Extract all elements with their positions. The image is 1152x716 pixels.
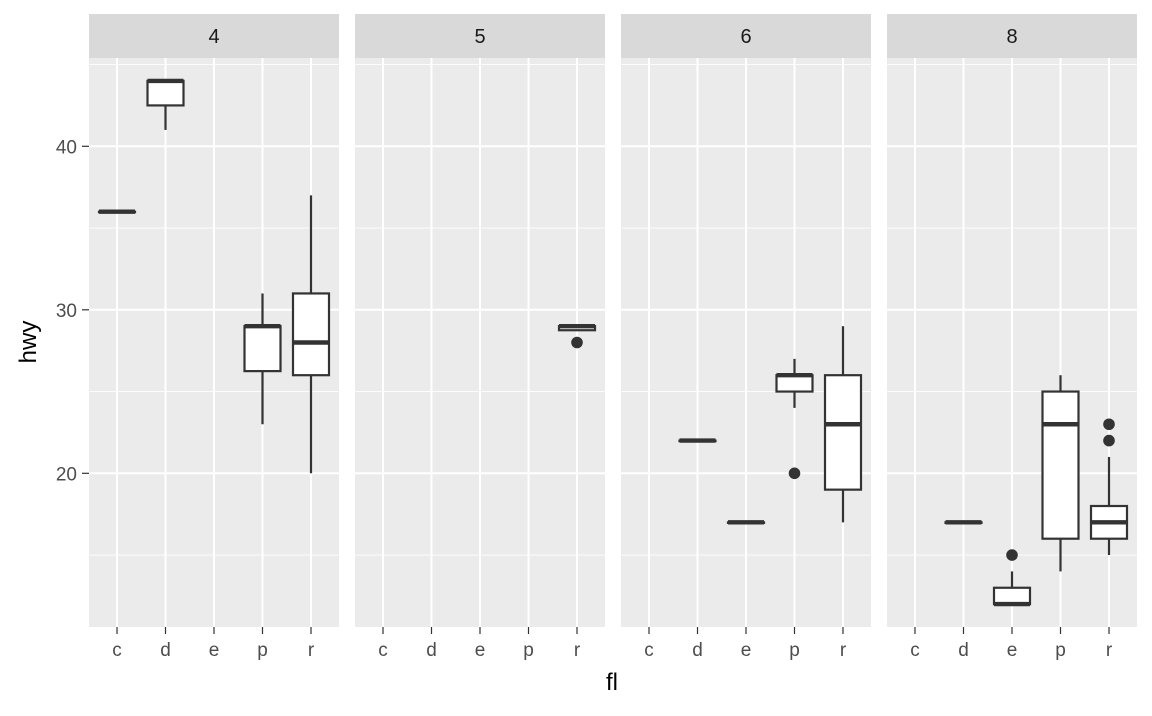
y-axis-title: hwy — [15, 321, 42, 364]
x-tick-label: d — [692, 640, 703, 661]
boxplot-r — [557, 323, 597, 349]
outlier-point — [1103, 434, 1115, 447]
panels-layer: 20 30 40 4 c d e p r 5 c d e p r 6 c d e p r 8 c d e p r — [56, 14, 1137, 661]
outlier-point — [788, 467, 801, 480]
x-tick-label: d — [160, 640, 171, 661]
x-tick-label: r — [1106, 640, 1113, 661]
facet-strip-label: 5 — [474, 26, 485, 48]
facet-panel-4: 4 c d e p r — [89, 14, 339, 661]
facet-strip — [89, 14, 339, 58]
outlier-point — [571, 336, 583, 349]
boxplot-d — [944, 520, 983, 525]
x-tick-label: c — [644, 640, 654, 661]
x-tick-label: r — [840, 640, 847, 661]
facet-strip — [887, 14, 1137, 58]
facet-strip-label: 6 — [740, 26, 751, 48]
x-tick-label: c — [910, 640, 920, 661]
x-tick-label: p — [1055, 640, 1066, 661]
x-tick-label: r — [308, 640, 315, 661]
x-tick-label: d — [426, 640, 437, 661]
boxplot-p — [243, 293, 282, 425]
facet-strip-label: 4 — [208, 26, 219, 48]
y-axis: 20 30 40 — [56, 137, 89, 485]
boxplot-r — [291, 195, 331, 474]
boxplot-p — [1041, 375, 1080, 572]
x-tick-label: p — [789, 640, 800, 661]
facet-panel-5: 5 c d e p r — [355, 14, 605, 661]
x-tick-label: d — [958, 640, 969, 661]
box-body — [992, 586, 1032, 606]
x-tick-label: p — [257, 640, 268, 661]
x-tick-label: e — [1007, 640, 1018, 661]
box-body — [243, 325, 282, 373]
boxplot-r — [1089, 418, 1129, 556]
outlier-point — [1103, 418, 1115, 431]
box-body — [775, 374, 814, 393]
box-body — [291, 292, 331, 377]
x-tick-label: c — [378, 640, 388, 661]
x-axis-title: fl — [606, 669, 618, 696]
x-tick-label: e — [475, 640, 486, 661]
x-tick-label: e — [209, 640, 220, 661]
boxplot-d — [146, 78, 185, 130]
boxplot-e — [992, 549, 1032, 607]
boxplot-d — [678, 438, 717, 443]
facet-panel-8: 8 c d e p r — [887, 14, 1137, 661]
x-tick-label: e — [741, 640, 752, 661]
facet-panel-6: 6 c d e p r — [621, 14, 871, 661]
boxplot-p — [775, 358, 814, 480]
y-tick-label: 20 — [56, 464, 77, 485]
boxplot-r — [823, 326, 863, 523]
facet-strip-label: 8 — [1006, 26, 1017, 48]
box-body — [823, 374, 863, 491]
y-tick-label: 40 — [56, 137, 77, 158]
facet-strip — [621, 14, 871, 58]
boxplot-c — [97, 209, 137, 214]
facet-strip — [355, 14, 605, 58]
x-tick-label: r — [574, 640, 581, 661]
x-tick-label: p — [523, 640, 534, 661]
box-body — [1041, 390, 1080, 540]
y-tick-label: 30 — [56, 301, 77, 322]
boxplot-e — [726, 520, 766, 525]
outlier-point — [1006, 549, 1018, 561]
x-tick-label: c — [112, 640, 122, 661]
box-body — [146, 79, 185, 107]
